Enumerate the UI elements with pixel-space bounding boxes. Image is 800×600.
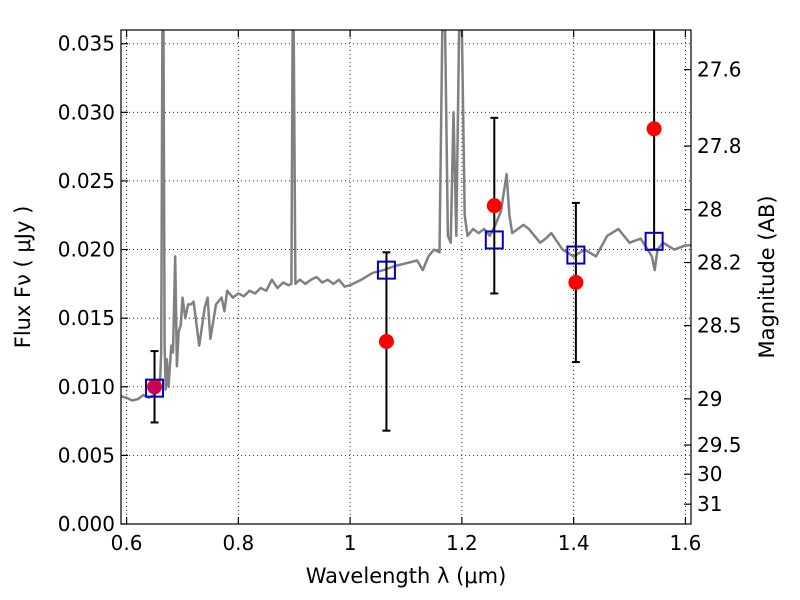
- y2-tick-label: 28.2: [697, 251, 742, 275]
- x-tick-label: 0.6: [111, 531, 143, 555]
- x-axis-label: Wavelength λ (μm): [306, 564, 507, 588]
- model-point: [376, 260, 396, 280]
- y2-tick-label: 27.8: [697, 134, 742, 158]
- x-tick-label: 1: [344, 531, 357, 555]
- y2-tick-label: 28.5: [697, 314, 742, 338]
- y2-tick-label: 31: [697, 492, 722, 516]
- x-tick-label: 1.6: [670, 531, 702, 555]
- y2-tick-label: 28: [697, 198, 722, 222]
- x-tick-label: 1.4: [558, 531, 590, 555]
- x-tick-label: 1.2: [446, 531, 478, 555]
- model-point: [484, 230, 504, 250]
- y-tick-label: 0.000: [58, 512, 115, 536]
- y2-tick-label: 29: [697, 387, 722, 411]
- photometry-point: [378, 333, 394, 349]
- spectrum-line: [121, 30, 691, 402]
- y-tick-label: 0.025: [58, 169, 115, 193]
- model-point: [145, 378, 165, 398]
- photometry-point: [646, 121, 662, 137]
- plot-area: [121, 30, 691, 432]
- y2-tick-label: 29.5: [697, 433, 742, 457]
- photometry-point: [568, 274, 584, 290]
- y-tick-label: 0.010: [58, 375, 115, 399]
- model-point: [644, 231, 664, 251]
- y-tick-label: 0.005: [58, 443, 115, 467]
- y-tick-label: 0.035: [58, 32, 115, 56]
- x-tick-label: 0.8: [222, 531, 254, 555]
- y-tick-label: 0.015: [58, 306, 115, 330]
- axes: 0.6 0.8 1 1.2 1.4 1.6 0.000 0.005 0.010 0.015 0.02…: [58, 30, 742, 555]
- y2-tick-label: 30: [697, 462, 722, 486]
- grid: [121, 30, 691, 525]
- right-axis-label: Magnitude (AB): [755, 195, 779, 358]
- overlap-marker: [148, 382, 161, 395]
- plot-frame: [120, 29, 692, 525]
- y-axis-label: Flux Fν ( μJy ): [11, 206, 35, 349]
- y2-tick-label: 27.6: [697, 58, 742, 82]
- y-tick-label: 0.020: [58, 238, 115, 262]
- model-point: [566, 245, 586, 265]
- y-tick-label: 0.030: [58, 100, 115, 124]
- photometry-point: [486, 198, 502, 214]
